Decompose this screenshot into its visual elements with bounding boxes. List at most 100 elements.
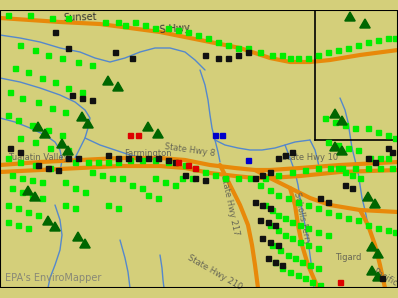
Bar (47, 145, 53, 150)
Bar (345, 145, 351, 150)
Bar (258, 182, 263, 187)
Bar (258, 218, 263, 223)
Bar (285, 195, 291, 201)
Bar (105, 159, 111, 164)
Bar (53, 80, 57, 85)
Text: Farmington: Farmington (124, 150, 172, 159)
Bar (172, 159, 178, 164)
Bar (152, 26, 158, 30)
Bar (183, 173, 187, 178)
Bar (53, 30, 57, 35)
Text: State Hwy 210: State Hwy 210 (186, 253, 244, 291)
Bar (183, 162, 187, 167)
Bar (113, 49, 117, 55)
Bar (193, 165, 197, 170)
Bar (47, 165, 53, 170)
Bar (392, 35, 398, 41)
Bar (10, 185, 14, 190)
Bar (185, 30, 191, 35)
Bar (20, 176, 25, 181)
Bar (33, 162, 37, 167)
Bar (275, 227, 281, 232)
Bar (332, 119, 338, 125)
Text: S Hwy: S Hwy (160, 23, 191, 35)
Bar (18, 159, 23, 164)
Bar (316, 266, 320, 271)
Bar (365, 156, 371, 161)
Bar (49, 15, 55, 21)
Bar (127, 133, 133, 137)
Bar (18, 150, 23, 154)
Bar (6, 13, 10, 18)
Bar (343, 182, 347, 187)
Text: Tualatin Valley: Tualatin Valley (8, 153, 68, 162)
Bar (59, 133, 64, 137)
Bar (33, 139, 37, 145)
Bar (16, 117, 21, 122)
Bar (365, 165, 371, 170)
Bar (105, 203, 111, 207)
Bar (302, 167, 308, 173)
Bar (59, 55, 64, 60)
Bar (162, 179, 168, 184)
Bar (6, 113, 10, 117)
Bar (109, 176, 115, 181)
Bar (115, 19, 121, 24)
Bar (20, 190, 25, 195)
Bar (55, 167, 60, 173)
Bar (357, 176, 363, 181)
Bar (283, 215, 287, 221)
Bar (267, 170, 273, 175)
Bar (322, 116, 328, 120)
Bar (367, 156, 373, 161)
Bar (86, 159, 90, 164)
Bar (283, 153, 287, 158)
Bar (306, 203, 310, 207)
Bar (375, 38, 380, 43)
Bar (377, 165, 382, 170)
Bar (152, 158, 158, 162)
Bar (259, 235, 265, 240)
Bar (246, 49, 250, 55)
Bar (326, 209, 330, 215)
Bar (45, 52, 51, 58)
Bar (35, 162, 41, 167)
Bar (18, 136, 23, 140)
Bar (390, 150, 394, 154)
Bar (66, 148, 70, 153)
Bar (222, 176, 228, 181)
Bar (12, 66, 18, 71)
Bar (269, 52, 275, 58)
Bar (258, 49, 263, 55)
Bar (273, 260, 277, 265)
Bar (6, 220, 10, 224)
Bar (193, 165, 197, 170)
Bar (226, 43, 230, 47)
Bar (295, 55, 300, 60)
Bar (39, 179, 45, 184)
Bar (339, 165, 345, 170)
Bar (189, 176, 195, 181)
Text: Pacific: Pacific (371, 267, 398, 289)
Bar (248, 176, 252, 181)
Bar (166, 158, 170, 162)
Bar (269, 243, 275, 248)
Bar (236, 176, 240, 181)
Bar (90, 97, 94, 103)
Bar (62, 109, 68, 114)
Bar (279, 52, 285, 58)
Bar (72, 159, 78, 164)
Bar (80, 89, 84, 94)
Bar (90, 170, 94, 175)
Bar (306, 55, 310, 60)
Bar (343, 122, 347, 128)
Bar (386, 35, 390, 41)
Bar (326, 139, 330, 145)
Bar (103, 19, 107, 24)
Bar (213, 173, 217, 178)
Bar (236, 52, 240, 58)
Bar (275, 156, 281, 161)
Bar (25, 209, 31, 215)
Bar (275, 212, 281, 218)
Bar (259, 173, 265, 178)
